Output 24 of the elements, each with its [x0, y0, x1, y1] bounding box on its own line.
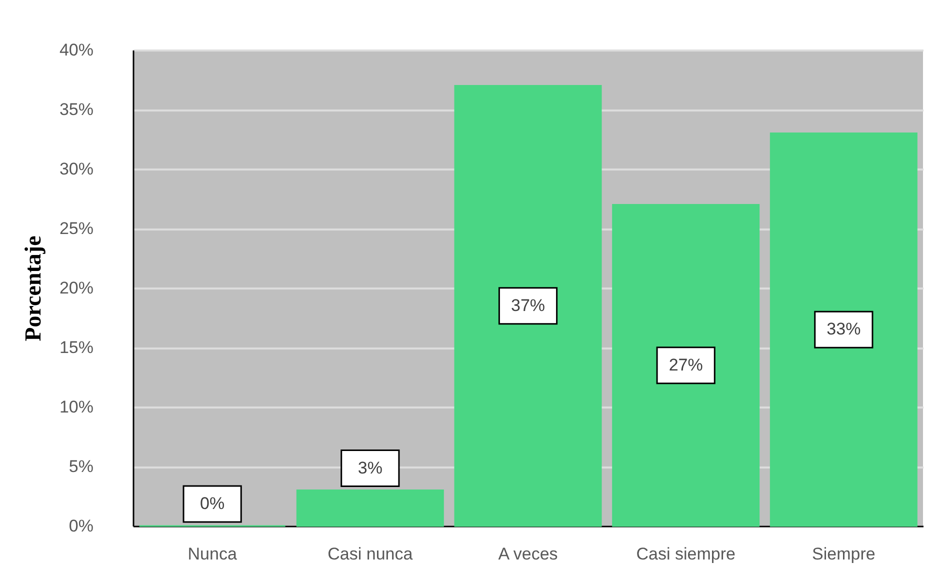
y-tick-label: 25%	[59, 219, 94, 238]
bar	[770, 132, 918, 527]
bar	[296, 490, 444, 527]
y-tick-label: 20%	[59, 278, 94, 298]
data-label: 3%	[358, 458, 382, 478]
bar	[612, 204, 760, 527]
y-axis-title: Porcentaje	[20, 236, 46, 342]
y-tick-label: 10%	[59, 398, 94, 416]
y-tick-label: 0%	[68, 516, 94, 536]
data-label: 0%	[200, 494, 225, 513]
data-label: 27%	[668, 355, 703, 374]
x-tick-label: Casi nunca	[328, 544, 414, 564]
y-tick-label: 30%	[59, 160, 94, 178]
x-tick-label: Casi siempre	[636, 544, 736, 564]
x-tick-label: Nunca	[188, 544, 238, 564]
x-tick-label: Siempre	[812, 544, 876, 564]
bar	[454, 84, 602, 527]
y-tick-label: 35%	[59, 100, 94, 119]
data-label: 37%	[510, 296, 546, 315]
x-tick-label: A veces	[498, 544, 558, 564]
y-tick-label: 15%	[59, 338, 94, 357]
data-label: 33%	[826, 320, 861, 339]
y-tick-label: 40%	[59, 40, 94, 60]
y-tick-label: 5%	[68, 457, 94, 476]
